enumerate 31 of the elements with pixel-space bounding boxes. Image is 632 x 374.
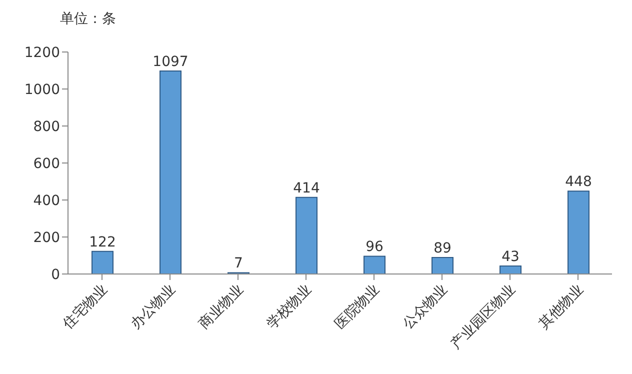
x-tick-label: 学校物业: [264, 282, 315, 332]
y-axis-title: 单位：条: [60, 10, 116, 28]
y-tick-label: 1200: [24, 44, 60, 61]
bar: [296, 196, 318, 274]
data-label: 7: [234, 256, 243, 272]
data-label: 1097: [152, 54, 188, 70]
bar: [500, 266, 522, 274]
x-tick-label: 住宅物业: [59, 282, 111, 334]
x-tick-label: 商业物业: [196, 282, 247, 332]
bar: [160, 70, 182, 274]
bar: [432, 257, 454, 274]
bar: [568, 190, 590, 274]
y-tick-label: 800: [33, 118, 60, 135]
y-tick-label: 600: [33, 156, 60, 172]
data-label: 96: [366, 239, 384, 256]
data-label: 43: [502, 249, 520, 266]
x-tick-label: 其他物业: [536, 282, 587, 332]
data-label: 122: [89, 234, 116, 250]
bar: [92, 250, 114, 274]
y-tick-label: 1000: [24, 82, 60, 98]
x-tick-label: 公众物业: [400, 282, 451, 332]
x-tick-label: 办公物业: [128, 282, 179, 332]
y-tick-label: 400: [33, 192, 60, 209]
x-tick-label: 产业园区物业: [448, 282, 519, 352]
y-tick-label: 0: [51, 266, 60, 283]
data-label: 89: [434, 240, 452, 257]
bar: [364, 256, 386, 274]
data-label: 414: [293, 180, 320, 196]
data-label: 448: [565, 174, 592, 190]
y-tick-label: 200: [33, 230, 60, 246]
x-tick-label: 医院物业: [332, 282, 383, 332]
